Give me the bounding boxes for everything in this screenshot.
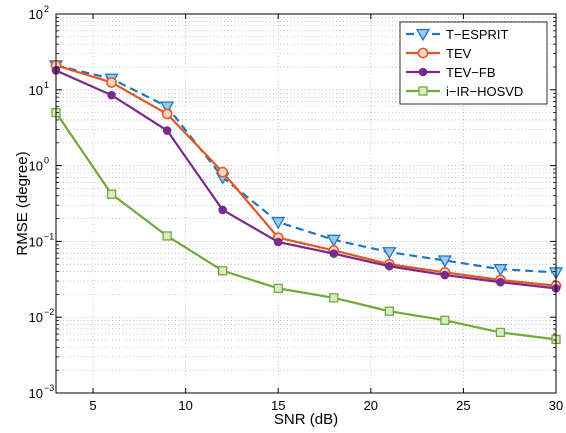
legend-marker (418, 67, 428, 77)
y-tick-exponent: −1 (44, 231, 54, 241)
data-point (384, 306, 394, 316)
legend-marker (417, 47, 429, 59)
y-tick-exponent: 2 (44, 4, 49, 14)
y-tick-label: 10 (29, 159, 43, 174)
legend-marker (418, 86, 428, 96)
series-line (55, 64, 557, 287)
series-2 (51, 66, 561, 293)
y-tick-exponent: −3 (44, 383, 54, 393)
x-axis-title: SNR (dB) (274, 411, 338, 428)
data-point (385, 261, 394, 271)
x-tick-label: 30 (549, 398, 563, 413)
data-point (273, 237, 283, 247)
y-tick-label: 10 (29, 7, 43, 22)
data-point (440, 315, 450, 325)
series-line (55, 111, 557, 341)
data-point (329, 249, 339, 258)
data-point (106, 77, 117, 88)
legend-label: TEV (446, 46, 472, 61)
data-point (440, 270, 450, 280)
x-tick-label: 20 (364, 398, 378, 413)
x-tick-label: 15 (271, 398, 285, 413)
data-point (107, 90, 116, 100)
y-tick-exponent: 1 (44, 80, 49, 90)
data-point (495, 327, 506, 338)
data-point (106, 189, 117, 199)
legend: T−ESPRIT TEV TEV−FB i−IR−HOSVD (399, 21, 548, 105)
series-3 (51, 107, 561, 345)
series-line (55, 69, 557, 290)
legend-label: TEV−FB (446, 65, 496, 80)
data-point (217, 166, 229, 178)
legend-label: i−IR−HOSVD (446, 84, 523, 99)
plot-area-frame (55, 13, 557, 394)
y-tick-label: 10 (29, 83, 43, 98)
legend-marker (415, 28, 431, 42)
x-tick-label: 25 (456, 398, 470, 413)
data-point (382, 247, 397, 260)
legend-label: T−ESPRIT (446, 27, 509, 42)
data-point (326, 234, 341, 248)
data-point (162, 231, 172, 241)
y-axis-title: RMSE (degree) (14, 151, 31, 255)
data-point (218, 266, 228, 276)
y-tick-label: 10 (29, 310, 43, 325)
data-point (162, 126, 172, 135)
data-point (271, 216, 286, 230)
x-tick-label: 10 (178, 398, 192, 413)
data-point (273, 283, 283, 294)
data-point (161, 108, 173, 120)
data-point (218, 205, 227, 215)
y-tick-exponent: 0 (44, 156, 49, 166)
data-point (437, 255, 453, 268)
data-point (493, 264, 508, 277)
data-point (329, 293, 339, 303)
y-tick-label: 10 (29, 234, 43, 249)
data-point (496, 277, 505, 287)
y-tick-exponent: −2 (44, 307, 54, 317)
y-tick-label: 10 (29, 386, 43, 401)
x-tick-label: 5 (89, 398, 96, 413)
data-point (159, 101, 175, 114)
